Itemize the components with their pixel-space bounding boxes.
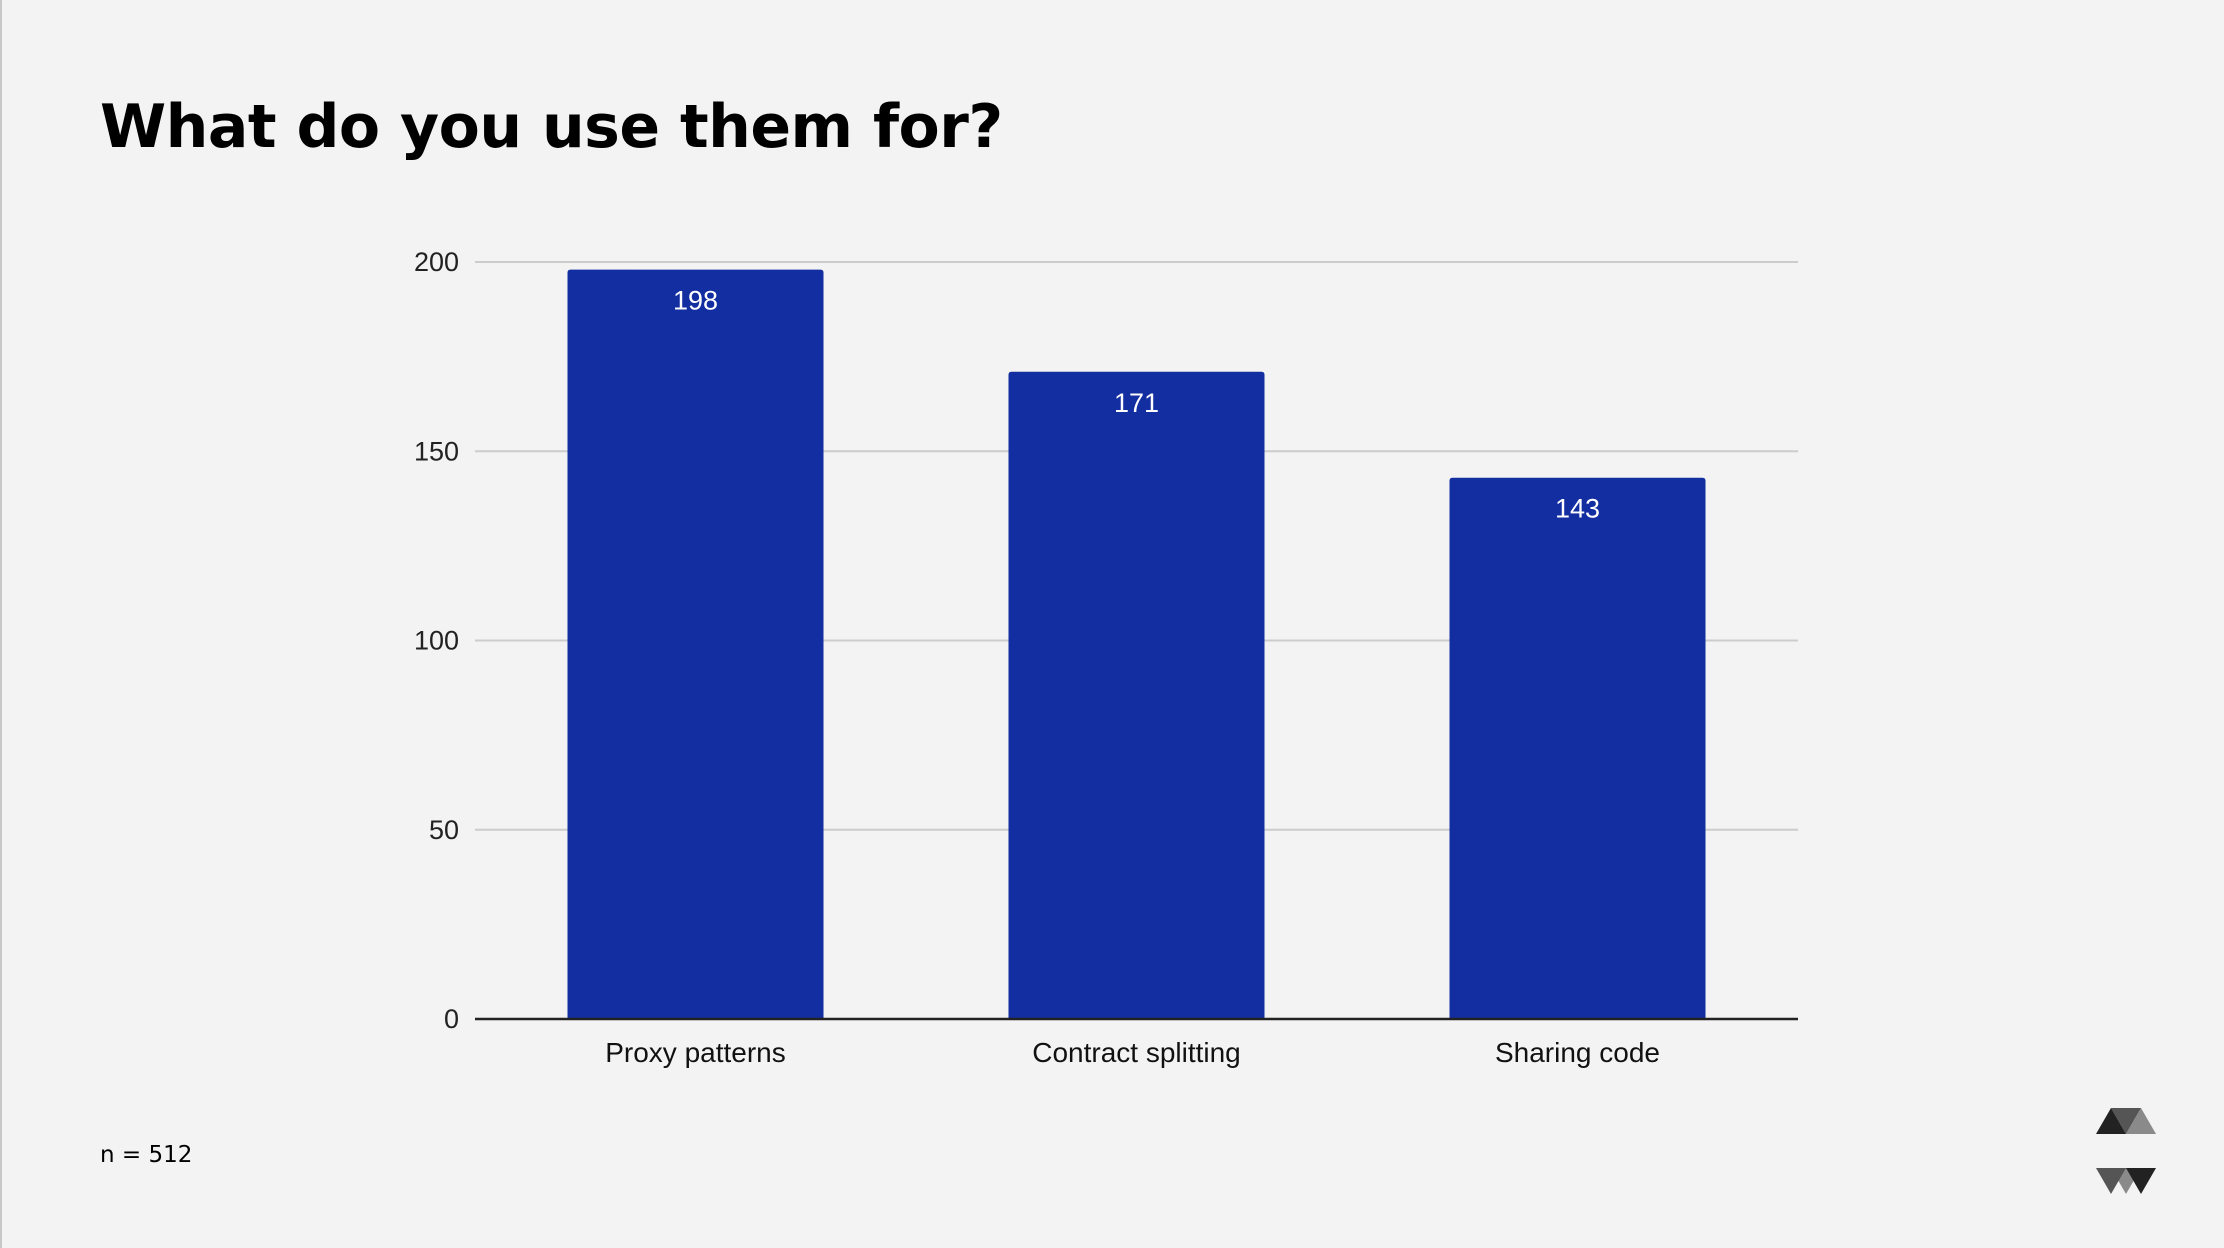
slide-title: What do you use them for?: [100, 92, 1003, 162]
bar: [567, 269, 824, 1019]
y-tick-label: 200: [414, 247, 459, 277]
bars: 198 171 143: [567, 269, 1706, 1019]
y-tick-label: 100: [414, 626, 459, 656]
x-axis-labels: Proxy patterns Contract splitting Sharing …: [605, 1037, 1660, 1068]
solidity-logo-icon: [2096, 1108, 2156, 1194]
x-tick-label: Contract splitting: [1032, 1037, 1241, 1068]
bar-value-label: 198: [673, 286, 718, 316]
bar-value-label: 171: [1114, 388, 1159, 418]
sample-size-footnote: n = 512: [100, 1142, 193, 1168]
bar: [1008, 371, 1265, 1019]
bar-value-label: 143: [1555, 494, 1600, 524]
x-tick-label: Proxy patterns: [605, 1037, 786, 1068]
y-tick-label: 50: [429, 815, 459, 845]
y-tick-label: 0: [444, 1004, 459, 1034]
bar: [1449, 477, 1706, 1019]
y-axis-ticks: 0 50 100 150 200: [414, 247, 459, 1034]
x-tick-label: Sharing code: [1495, 1037, 1660, 1068]
y-tick-label: 150: [414, 436, 459, 466]
slide-left-border: [0, 0, 2, 1248]
